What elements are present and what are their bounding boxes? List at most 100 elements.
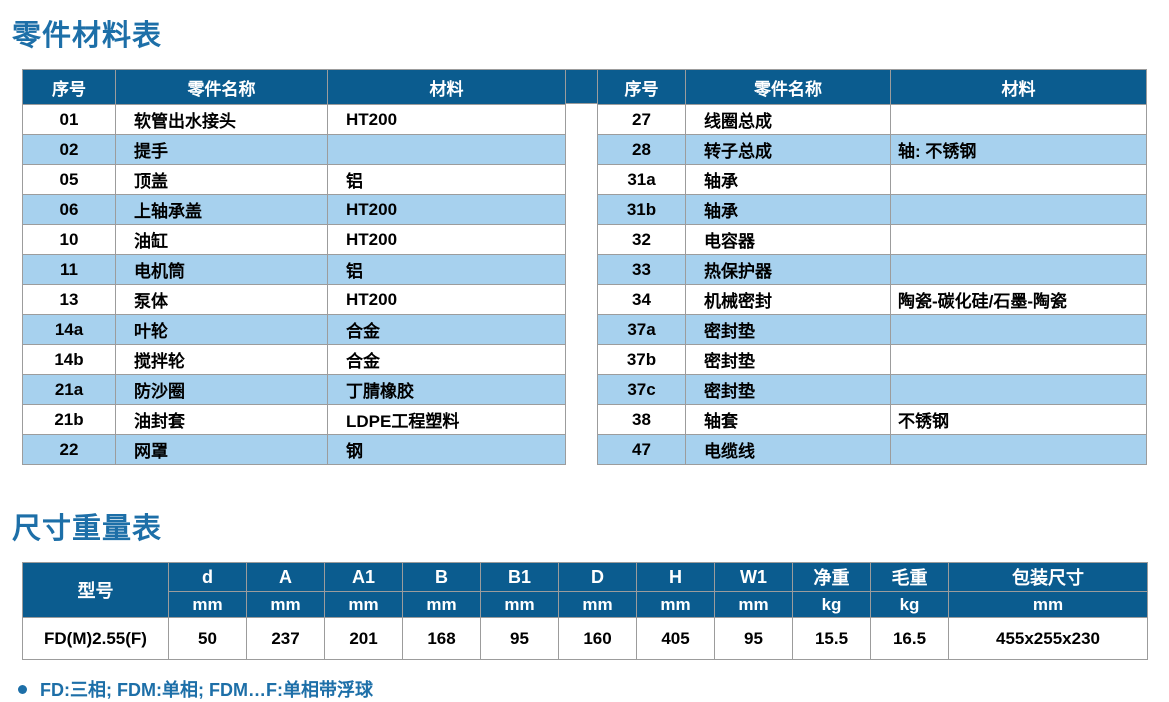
part-material: HT200 <box>327 284 566 315</box>
part-material <box>890 254 1147 285</box>
part-name: 机械密封 <box>685 284 891 315</box>
part-name: 网罩 <box>115 434 328 465</box>
table-row: 06 上轴承盖 HT200 <box>22 194 566 225</box>
part-material: 丁腈橡胶 <box>327 374 566 405</box>
part-name: 线圈总成 <box>685 104 891 135</box>
header-unit: mm <box>636 591 715 618</box>
part-no: 06 <box>22 194 116 225</box>
part-no: 13 <box>22 284 116 315</box>
header-unit: mm <box>324 591 403 618</box>
header-col: H <box>636 562 715 592</box>
part-name: 防沙圈 <box>115 374 328 405</box>
header-name: 零件名称 <box>685 69 891 105</box>
part-name: 电缆线 <box>685 434 891 465</box>
value-cell: 15.5 <box>792 617 871 660</box>
table-row: 37b 密封垫 <box>597 344 1147 375</box>
header-col: 包装尺寸 <box>948 562 1148 592</box>
part-no: 37b <box>597 344 686 375</box>
part-material <box>890 344 1147 375</box>
table-row: 05 顶盖 铝 <box>22 164 566 195</box>
part-name: 提手 <box>115 134 328 165</box>
header-col: 毛重 <box>870 562 949 592</box>
table-row: 28 转子总成 轴: 不锈钢 <box>597 134 1147 165</box>
header-col: B1 <box>480 562 559 592</box>
header-material: 材料 <box>890 69 1147 105</box>
header-col: d <box>168 562 247 592</box>
part-no: 28 <box>597 134 686 165</box>
part-no: 21a <box>22 374 116 405</box>
value-cell: 160 <box>558 617 637 660</box>
part-material: 合金 <box>327 314 566 345</box>
part-no: 21b <box>22 404 116 435</box>
part-name: 上轴承盖 <box>115 194 328 225</box>
header-col: A1 <box>324 562 403 592</box>
bullet-icon <box>18 684 27 694</box>
part-material <box>890 104 1147 135</box>
part-material: HT200 <box>327 224 566 255</box>
value-cell: 95 <box>714 617 793 660</box>
part-no: 47 <box>597 434 686 465</box>
header-unit: mm <box>246 591 325 618</box>
parts-material-table-right: 序号 零件名称 材料 27 线圈总成 28 转子总成 轴: 不锈钢 31a <box>597 69 1147 465</box>
table-row: 13 泵体 HT200 <box>22 284 566 315</box>
table-header: 序号 零件名称 材料 <box>22 69 566 105</box>
part-name: 电机筒 <box>115 254 328 285</box>
tables-gap <box>566 69 597 465</box>
part-no: 10 <box>22 224 116 255</box>
header-unit: mm <box>402 591 481 618</box>
value-cell: 95 <box>480 617 559 660</box>
part-no: 33 <box>597 254 686 285</box>
part-material <box>890 224 1147 255</box>
part-name: 转子总成 <box>685 134 891 165</box>
header-col: 净重 <box>792 562 871 592</box>
part-name: 密封垫 <box>685 314 891 345</box>
table-row: 14a 叶轮 合金 <box>22 314 566 345</box>
part-no: 37c <box>597 374 686 405</box>
header-unit: mm <box>948 591 1148 618</box>
dimensions-table-title: 尺寸重量表 <box>12 513 163 545</box>
part-material <box>327 134 566 165</box>
table-row: 37a 密封垫 <box>597 314 1147 345</box>
table-row: 01 软管出水接头 HT200 <box>22 104 566 135</box>
part-no: 14b <box>22 344 116 375</box>
part-name: 密封垫 <box>685 374 891 405</box>
table-row: 27 线圈总成 <box>597 104 1147 135</box>
part-name: 轴承 <box>685 194 891 225</box>
table-row: 31a 轴承 <box>597 164 1147 195</box>
header-col: B <box>402 562 481 592</box>
model-cell: FD(M)2.55(F) <box>22 617 169 660</box>
table-header: 型号 d A A1 B B1 D H W1 净重 毛重 包装尺寸 mm mm m… <box>22 562 1148 618</box>
part-material: 铝 <box>327 164 566 195</box>
header-col: W1 <box>714 562 793 592</box>
part-no: 37a <box>597 314 686 345</box>
part-no: 05 <box>22 164 116 195</box>
value-cell: 50 <box>168 617 247 660</box>
value-cell: 237 <box>246 617 325 660</box>
header-unit: kg <box>870 591 949 618</box>
value-cell: 16.5 <box>870 617 949 660</box>
table-row: 21b 油封套 LDPE工程塑料 <box>22 404 566 435</box>
table-row: 32 电容器 <box>597 224 1147 255</box>
value-cell: 405 <box>636 617 715 660</box>
part-no: 32 <box>597 224 686 255</box>
header-name: 零件名称 <box>115 69 328 105</box>
part-no: 22 <box>22 434 116 465</box>
header-row: 序号 零件名称 材料 <box>22 69 566 105</box>
part-no: 38 <box>597 404 686 435</box>
part-name: 热保护器 <box>685 254 891 285</box>
parts-tables-row: 序号 零件名称 材料 01 软管出水接头 HT200 02 提手 05 <box>22 69 1147 465</box>
part-material <box>890 194 1147 225</box>
header-unit: mm <box>714 591 793 618</box>
part-no: 14a <box>22 314 116 345</box>
header-no: 序号 <box>597 69 686 105</box>
table-header: 序号 零件名称 材料 <box>597 69 1147 105</box>
part-material: 钢 <box>327 434 566 465</box>
part-name: 轴承 <box>685 164 891 195</box>
header-no: 序号 <box>22 69 116 105</box>
part-material <box>890 314 1147 345</box>
part-material: 合金 <box>327 344 566 375</box>
table-row: 02 提手 <box>22 134 566 165</box>
value-cell: 455x255x230 <box>948 617 1148 660</box>
part-no: 34 <box>597 284 686 315</box>
table-row: 38 轴套 不锈钢 <box>597 404 1147 435</box>
